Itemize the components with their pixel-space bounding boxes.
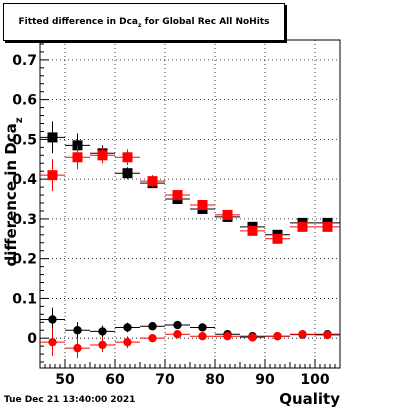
- data-point: [315, 330, 340, 340]
- y-tick-label: 0: [27, 331, 37, 347]
- timestamp: Tue Dec 21 13:40:00 2021: [4, 395, 136, 405]
- data-point: [140, 175, 165, 188]
- circle-marker: [323, 330, 332, 340]
- square-marker: [147, 176, 158, 187]
- square-marker: [247, 225, 258, 236]
- circle-marker: [298, 330, 307, 339]
- data-point: [215, 209, 240, 220]
- circle-marker: [48, 315, 57, 324]
- square-marker: [297, 221, 308, 232]
- data-point: [90, 147, 115, 164]
- y-tick-label: 0.2: [12, 252, 37, 268]
- data-point: [115, 336, 140, 349]
- data-point: [165, 190, 190, 201]
- circle-marker: [223, 331, 232, 341]
- square-marker: [97, 150, 108, 161]
- square-marker: [322, 221, 333, 232]
- plot-frame: [39, 39, 341, 369]
- data-point: [40, 307, 65, 332]
- axes: 50 60 70 80 90 100 0 0.1 0.2 0.3 0.4 0.5 0.6 0.7: [12, 43, 341, 388]
- circle-marker: [148, 333, 157, 343]
- square-marker: [172, 190, 183, 201]
- data-point: [65, 338, 90, 359]
- square-marker: [197, 199, 208, 210]
- x-tick-label: 70: [155, 372, 175, 388]
- chart-title-main: Fitted difference in Dca: [18, 17, 138, 27]
- x-tick-label: 50: [55, 372, 75, 388]
- y-tick-label: 0.1: [12, 291, 37, 307]
- square-marker: [122, 168, 133, 179]
- circle-marker: [173, 320, 182, 330]
- circle-marker: [198, 331, 207, 341]
- y-axis-label-subscript: z: [14, 117, 25, 123]
- data-point: [190, 323, 215, 332]
- chart-title: Fitted difference in Dcaz for Global Rec…: [3, 3, 285, 41]
- square-marker: [72, 152, 83, 163]
- data-point: [90, 325, 115, 338]
- circle-marker: [98, 327, 107, 336]
- circle-marker: [123, 337, 132, 347]
- x-tick-label: 90: [255, 372, 275, 388]
- chart-title-suffix: for Global Rec All NoHits: [144, 17, 270, 27]
- data-point: [65, 145, 90, 170]
- y-axis-label-main: difference in Dca: [2, 123, 20, 266]
- y-axis-label: difference in Dcaz: [2, 117, 25, 266]
- data-point: [190, 331, 215, 341]
- circle-marker: [173, 330, 182, 339]
- square-marker: [47, 132, 58, 143]
- data-point: [290, 330, 315, 339]
- data-point: [40, 121, 65, 154]
- data-point: [140, 333, 165, 343]
- data-point: [315, 221, 340, 232]
- square-marker: [47, 170, 58, 181]
- data-point: [240, 225, 265, 236]
- data-point: [190, 199, 215, 210]
- y-tick-label: 0.4: [12, 172, 37, 188]
- data-point: [165, 330, 190, 339]
- y-tick-label: 0.7: [12, 53, 37, 69]
- x-tick-label: 60: [105, 372, 125, 388]
- chart-title-subscript: z: [138, 22, 142, 29]
- data-point: [40, 159, 65, 192]
- circle-marker: [48, 337, 57, 347]
- data-point: [140, 322, 165, 331]
- square-marker: [272, 233, 283, 244]
- data-points: [40, 121, 340, 359]
- data-point: [40, 328, 65, 357]
- square-marker: [122, 152, 133, 163]
- data-point: [115, 167, 140, 180]
- circle-marker: [198, 323, 207, 332]
- grid-lines: [40, 40, 340, 368]
- circle-marker: [248, 333, 257, 342]
- circle-marker: [273, 331, 282, 341]
- circle-marker: [123, 323, 132, 332]
- circle-marker: [73, 326, 82, 335]
- data-point: [165, 320, 190, 330]
- data-point: [240, 333, 265, 342]
- y-tick-label: 0.5: [12, 132, 37, 148]
- data-point: [265, 233, 290, 244]
- circle-marker: [73, 343, 82, 353]
- x-tick-label: 80: [205, 372, 225, 388]
- data-point: [115, 322, 140, 333]
- data-point: [65, 322, 90, 339]
- y-tick-label: 0.3: [12, 212, 37, 228]
- circle-marker: [148, 322, 157, 331]
- x-axis-label: Quality: [279, 390, 340, 408]
- circle-marker: [98, 340, 107, 350]
- x-tick-label: 100: [300, 372, 329, 388]
- data-point: [290, 221, 315, 232]
- y-tick-label: 0.6: [12, 93, 37, 109]
- data-point: [115, 149, 140, 166]
- square-marker: [222, 209, 233, 220]
- data-point: [215, 331, 240, 341]
- data-point: [90, 337, 115, 353]
- data-point: [265, 331, 290, 341]
